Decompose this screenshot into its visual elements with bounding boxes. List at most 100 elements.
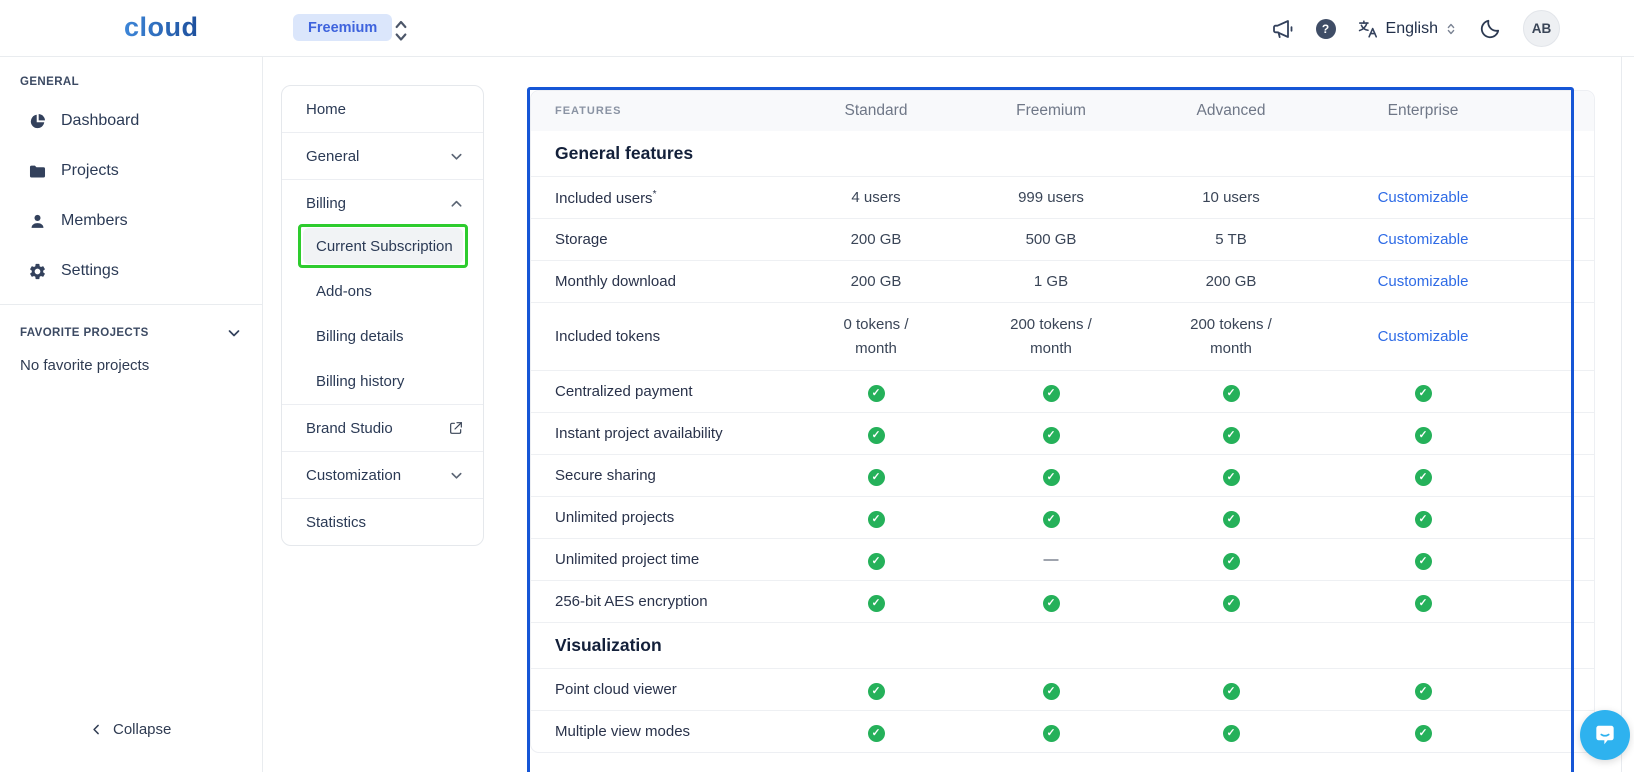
app-logo[interactable]: cloud (124, 12, 199, 43)
cell-included: ✓ (1321, 590, 1525, 613)
cell-included: ✓ (961, 506, 1141, 529)
check-icon: ✓ (1415, 725, 1432, 742)
cell-included: ✓ (791, 380, 961, 403)
nav-item-billing-details[interactable]: Billing details (282, 314, 483, 359)
plan-selector-icon[interactable] (391, 17, 411, 39)
plan-badge[interactable]: Freemium (293, 14, 392, 41)
folder-icon (28, 162, 47, 181)
sidebar-item-projects[interactable]: Projects (0, 146, 262, 196)
chevron-down-icon (449, 468, 464, 483)
table-row-included-users: Included users*4 users999 users10 usersC… (531, 176, 1594, 218)
check-icon: ✓ (1223, 683, 1240, 700)
cell-included: ✓ (1321, 464, 1525, 487)
nav-item-label: Home (306, 101, 346, 118)
nav-group: BillingCurrent SubscriptionAdd-onsBillin… (282, 179, 483, 404)
announcements-megaphone-icon[interactable] (1271, 17, 1295, 41)
cell-value: 200 GB (1141, 270, 1321, 293)
scrollbar-track[interactable] (1621, 57, 1622, 772)
nav-item-billing[interactable]: Billing (282, 180, 483, 226)
cell-included: ✓ (1141, 380, 1321, 403)
dark-mode-moon-icon[interactable] (1478, 17, 1502, 41)
feature-label: Secure sharing (531, 467, 791, 484)
nav-item-home[interactable]: Home (282, 86, 483, 132)
customizable-link[interactable]: Customizable (1378, 328, 1469, 345)
nav-item-brand-studio[interactable]: Brand Studio (282, 405, 483, 451)
nav-item-label: Current Subscription (316, 238, 453, 255)
check-icon: ✓ (868, 553, 885, 570)
nav-item-label: Brand Studio (306, 420, 393, 437)
nav-item-current-subscription[interactable]: Current Subscription (303, 228, 463, 264)
chat-launcher-button[interactable] (1580, 710, 1630, 760)
external-link-icon (448, 420, 464, 436)
user-avatar[interactable]: AB (1523, 10, 1560, 47)
nav-item-billing-history[interactable]: Billing history (282, 359, 483, 404)
cell-link: Customizable (1321, 228, 1525, 251)
cell-value: 999 users (961, 186, 1141, 209)
collapse-label: Collapse (113, 721, 171, 738)
sidebar-item-label: Members (61, 212, 128, 230)
asterisk-note: * (653, 189, 657, 200)
translate-icon (1357, 18, 1379, 40)
check-icon: ✓ (868, 511, 885, 528)
table-row-centralized-payment: Centralized payment✓✓✓✓ (531, 370, 1594, 412)
feature-label: Centralized payment (531, 383, 791, 400)
table-row-monthly-download: Monthly download200 GB1 GB200 GBCustomiz… (531, 260, 1594, 302)
check-icon: ✓ (868, 469, 885, 486)
cell-value: 200 tokens / month (961, 313, 1141, 360)
feature-label: Instant project availability (531, 425, 791, 442)
chevron-down-icon[interactable] (226, 325, 242, 341)
favorite-projects-header[interactable]: FAVORITE PROJECTS (0, 305, 262, 341)
customizable-link[interactable]: Customizable (1378, 273, 1469, 290)
cell-value: 500 GB (961, 228, 1141, 251)
check-icon: ✓ (1415, 511, 1432, 528)
cell-included: ✓ (1141, 678, 1321, 701)
chevron-up-icon (449, 196, 464, 211)
cell-value: 200 tokens / month (1141, 313, 1321, 360)
customizable-link[interactable]: Customizable (1378, 189, 1469, 206)
cell-included: ✓ (961, 380, 1141, 403)
language-switcher[interactable]: English (1357, 18, 1457, 40)
table-row-point-cloud-viewer: Point cloud viewer✓✓✓✓ (531, 668, 1594, 710)
table-row-256-bit-aes-encryption: 256-bit AES encryption✓✓✓✓ (531, 580, 1594, 622)
cell-included: ✓ (1141, 422, 1321, 445)
cell-included: ✓ (791, 590, 961, 613)
table-row-multiple-view-modes: Multiple view modes✓✓✓✓ (531, 710, 1594, 752)
cell-included: ✓ (1321, 506, 1525, 529)
cell-value: 10 users (1141, 186, 1321, 209)
nav-item-customization[interactable]: Customization (282, 452, 483, 498)
cell-included: ✓ (961, 464, 1141, 487)
check-icon: ✓ (1043, 427, 1060, 444)
check-icon: ✓ (1043, 469, 1060, 486)
cell-value: 200 GB (791, 270, 961, 293)
nav-item-label: Billing (306, 195, 346, 212)
cell-link: Customizable (1321, 186, 1525, 209)
cell-included: ✓ (791, 548, 961, 571)
plan-column-header-freemium: Freemium (961, 102, 1141, 120)
chevron-down-icon (449, 149, 464, 164)
feature-label: Included tokens (531, 328, 791, 345)
sidebar-item-dashboard[interactable]: Dashboard (0, 96, 262, 146)
help-icon[interactable]: ? (1316, 19, 1336, 39)
nav-item-general[interactable]: General (282, 133, 483, 179)
cell-included: ✓ (1141, 590, 1321, 613)
collapse-button[interactable]: Collapse (90, 721, 171, 738)
sidebar-item-members[interactable]: Members (0, 196, 262, 246)
cell-included: ✓ (961, 720, 1141, 743)
check-icon: ✓ (868, 427, 885, 444)
check-icon: ✓ (868, 725, 885, 742)
cell-included: ✓ (1141, 506, 1321, 529)
cell-included: ✓ (1321, 548, 1525, 571)
plan-column-header-enterprise: Enterprise (1321, 102, 1525, 120)
nav-item-add-ons[interactable]: Add-ons (282, 269, 483, 314)
check-icon: ✓ (1043, 683, 1060, 700)
feature-label: Multiple view modes (531, 723, 791, 740)
nav-item-statistics[interactable]: Statistics (282, 499, 483, 545)
table-row-instant-project-availability: Instant project availability✓✓✓✓ (531, 412, 1594, 454)
cell-link: Customizable (1321, 270, 1525, 293)
dash: — (1044, 551, 1059, 568)
sidebar-item-settings[interactable]: Settings (0, 246, 262, 296)
chevron-left-icon (90, 723, 103, 736)
sidebar-section-general: GENERAL (0, 57, 262, 96)
topbar-actions: ? English AB (1271, 0, 1560, 57)
customizable-link[interactable]: Customizable (1378, 231, 1469, 248)
